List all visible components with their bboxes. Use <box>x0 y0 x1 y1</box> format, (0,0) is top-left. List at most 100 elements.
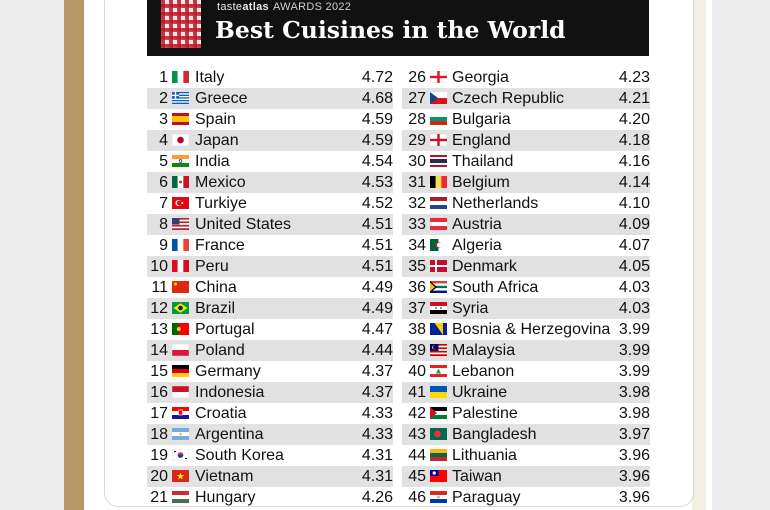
rating-score: 4.33 <box>361 426 393 443</box>
france-flag-icon <box>172 239 189 251</box>
rank-number: 1 <box>159 69 168 86</box>
china-flag-icon <box>172 281 189 293</box>
rating-score: 3.98 <box>618 405 650 422</box>
rank-number: 27 <box>408 90 426 107</box>
belgium-flag-icon <box>430 176 447 188</box>
rank-number: 19 <box>150 447 168 464</box>
taiwan-flag-icon <box>430 470 447 482</box>
ranking-row: 32 Netherlands 4.10 <box>402 193 650 214</box>
lebanon-flag-icon <box>430 365 447 377</box>
country-name: Croatia <box>195 405 247 422</box>
rating-score: 4.20 <box>618 111 650 128</box>
ranking-row: 1 Italy 4.72 <box>147 67 393 88</box>
rating-score: 4.59 <box>361 132 393 149</box>
bosnia-herzegovina-flag-icon <box>430 323 447 335</box>
rank-number: 40 <box>408 363 426 380</box>
ranking-row: 45 Taiwan 3.96 <box>402 466 650 487</box>
rank-number: 30 <box>408 153 426 170</box>
rating-score: 3.99 <box>618 321 650 338</box>
country-name: Italy <box>195 69 225 86</box>
rating-score: 4.18 <box>618 132 650 149</box>
rank-number: 8 <box>159 216 168 233</box>
india-flag-icon <box>172 155 189 167</box>
country-name: Germany <box>195 363 261 380</box>
ranking-row: 18 Argentina 4.33 <box>147 424 393 445</box>
rating-score: 3.99 <box>618 363 650 380</box>
rating-score: 4.37 <box>361 363 393 380</box>
ranking-row: 35 Denmark 4.05 <box>402 256 650 277</box>
england-flag-icon <box>430 134 447 146</box>
ranking-row: 5 India 4.54 <box>147 151 393 172</box>
rank-number: 15 <box>150 363 168 380</box>
ranking-row: 29 England 4.18 <box>402 130 650 151</box>
background-frame-left <box>64 0 84 510</box>
rank-number: 4 <box>159 132 168 149</box>
country-name: Algeria <box>452 237 502 254</box>
rank-number: 33 <box>408 216 426 233</box>
czech-republic-flag-icon <box>430 92 447 104</box>
ranking-row: 10 Peru 4.51 <box>147 256 393 277</box>
ranking-row: 12 Brazil 4.49 <box>147 298 393 319</box>
thailand-flag-icon <box>430 155 447 167</box>
ranking-row: 3 Spain 4.59 <box>147 109 393 130</box>
germany-flag-icon <box>172 365 189 377</box>
ranking-row: 33 Austria 4.09 <box>402 214 650 235</box>
ranking-row: 16 Indonesia 4.37 <box>147 382 393 403</box>
rank-number: 16 <box>150 384 168 401</box>
rank-number: 21 <box>150 489 168 506</box>
country-name: Argentina <box>195 426 264 443</box>
rank-number: 31 <box>408 174 426 191</box>
country-name: Georgia <box>452 69 509 86</box>
rating-score: 4.23 <box>618 69 650 86</box>
rating-score: 4.31 <box>361 447 393 464</box>
rating-score: 4.07 <box>618 237 650 254</box>
spain-flag-icon <box>172 113 189 125</box>
rating-score: 4.72 <box>361 69 393 86</box>
algeria-flag-icon <box>430 239 447 251</box>
rating-score: 3.96 <box>618 468 650 485</box>
rating-score: 4.54 <box>361 153 393 170</box>
country-name: China <box>195 279 237 296</box>
brazil-flag-icon <box>172 302 189 314</box>
turkiye-flag-icon <box>172 197 189 209</box>
rank-number: 10 <box>150 258 168 275</box>
country-name: Bulgaria <box>452 111 511 128</box>
denmark-flag-icon <box>430 260 447 272</box>
rating-score: 4.21 <box>618 90 650 107</box>
mexico-flag-icon <box>172 176 189 188</box>
ranking-row: 28 Bulgaria 4.20 <box>402 109 650 130</box>
ranking-row: 46 Paraguay 3.96 <box>402 487 650 508</box>
ranking-row: 13 Portugal 4.47 <box>147 319 393 340</box>
rating-score: 4.03 <box>618 300 650 317</box>
country-name: South Korea <box>195 447 284 464</box>
austria-flag-icon <box>430 218 447 230</box>
rank-number: 41 <box>408 384 426 401</box>
ranking-row: 6 Mexico 4.53 <box>147 172 393 193</box>
rating-score: 4.10 <box>618 195 650 212</box>
japan-flag-icon <box>172 134 189 146</box>
rank-number: 39 <box>408 342 426 359</box>
country-name: India <box>195 153 230 170</box>
georgia-flag-icon <box>430 71 447 83</box>
ranking-row: 31 Belgium 4.14 <box>402 172 650 193</box>
ranking-row: 8 United States 4.51 <box>147 214 393 235</box>
country-name: Poland <box>195 342 245 359</box>
country-name: Lithuania <box>452 447 517 464</box>
rating-score: 4.26 <box>361 489 393 506</box>
bangladesh-flag-icon <box>430 428 447 440</box>
rank-number: 3 <box>159 111 168 128</box>
country-name: Japan <box>195 132 239 149</box>
rating-score: 4.52 <box>361 195 393 212</box>
rating-score: 4.05 <box>618 258 650 275</box>
ranking-row: 38 Bosnia & Herzegovina 3.99 <box>402 319 650 340</box>
ranking-row: 21 Hungary 4.26 <box>147 487 393 508</box>
south-korea-flag-icon <box>172 449 189 461</box>
poland-flag-icon <box>172 344 189 356</box>
country-name: Portugal <box>195 321 255 338</box>
rating-score: 4.03 <box>618 279 650 296</box>
country-name: Turkiye <box>195 195 247 212</box>
rating-score: 3.96 <box>618 489 650 506</box>
rank-number: 12 <box>150 300 168 317</box>
country-name: Denmark <box>452 258 517 275</box>
greece-flag-icon <box>172 92 189 104</box>
